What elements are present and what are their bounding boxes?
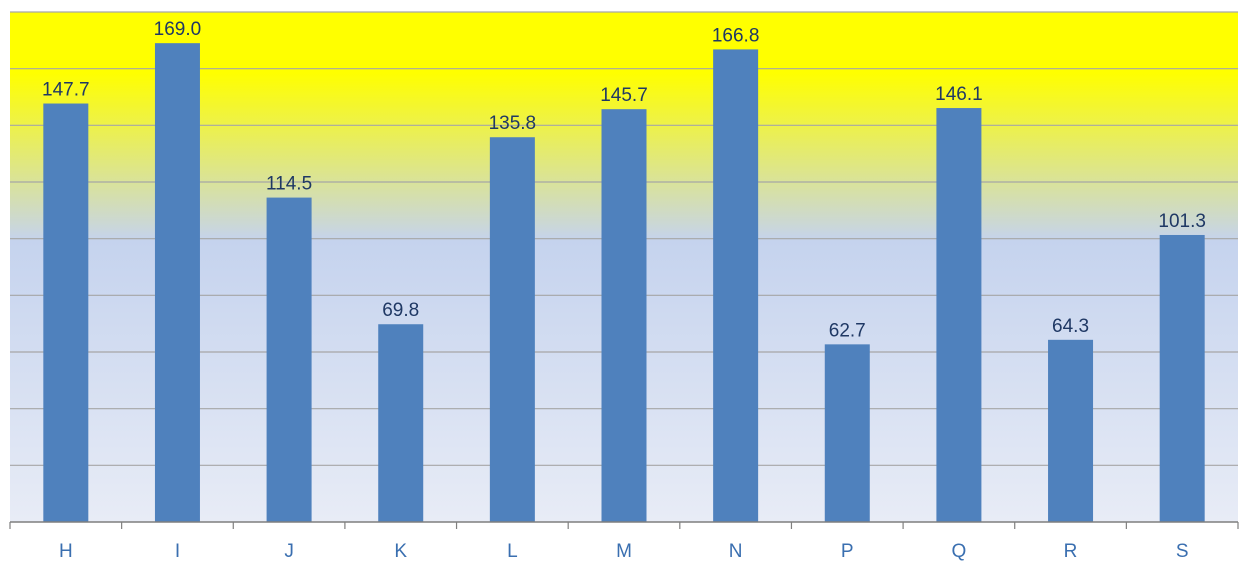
data-label-K: 69.8 [382, 300, 419, 321]
data-label-I: 169.0 [154, 19, 202, 40]
data-label-H: 147.7 [42, 80, 90, 101]
x-tick-label-I: I [175, 541, 180, 562]
data-label-J: 114.5 [266, 174, 312, 195]
bar-H [43, 103, 89, 523]
bar-R [1048, 339, 1094, 522]
data-labels: 147.7 169.0 114.5 69.8 135.8 145.7 166.8 62.7 14… [42, 19, 1206, 341]
bar-N [713, 49, 759, 523]
x-tick-label-L: L [507, 541, 518, 562]
x-tick-label-J: J [284, 541, 294, 562]
data-label-Q: 146.1 [935, 84, 983, 105]
bar-L [489, 137, 535, 522]
x-tick-label-H: H [59, 541, 73, 562]
bar-M [601, 109, 647, 522]
data-label-S: 101.3 [1158, 211, 1206, 232]
x-tick-label-M: M [616, 541, 632, 562]
bar-S [1159, 234, 1205, 522]
data-label-P: 62.7 [829, 320, 866, 341]
x-tick-label-N: N [729, 541, 743, 562]
bar-P [824, 344, 870, 522]
bar-K [378, 324, 424, 522]
x-tick-label-S: S [1176, 541, 1189, 562]
data-label-L: 135.8 [489, 113, 537, 134]
bar-Q [936, 108, 982, 523]
bar-I [154, 43, 200, 523]
data-label-N: 166.8 [712, 25, 760, 46]
x-tick-label-R: R [1064, 541, 1078, 562]
x-tick-label-P: P [841, 541, 854, 562]
x-tick-label-K: K [394, 541, 407, 562]
data-label-R: 64.3 [1052, 316, 1089, 337]
x-tick-label-Q: Q [952, 541, 967, 562]
bar-J [266, 197, 312, 523]
bars [43, 43, 1205, 523]
data-label-M: 145.7 [600, 85, 648, 106]
